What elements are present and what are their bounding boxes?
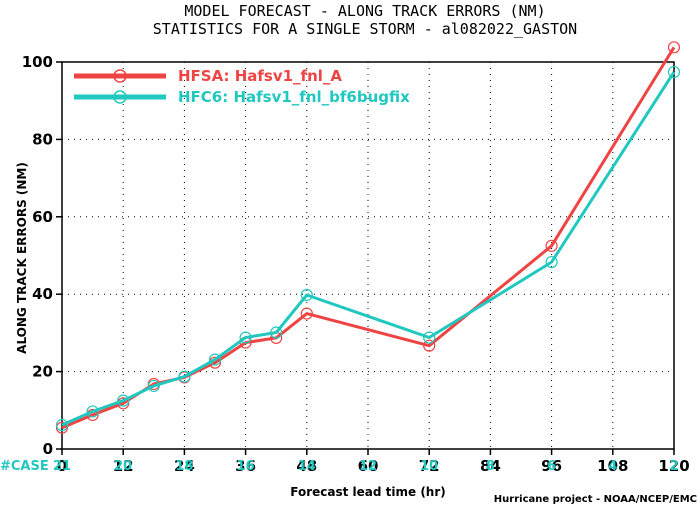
data-point	[423, 339, 436, 352]
data-point	[239, 331, 252, 344]
data-point	[667, 65, 681, 79]
case-count: 18	[175, 459, 193, 474]
x-axis-label: Forecast lead time (hr)	[290, 485, 446, 499]
y-tick-label: 80	[32, 130, 53, 148]
x-tick-label: 60	[358, 457, 379, 475]
x-tick-label: 24	[174, 457, 195, 475]
series-layer	[55, 41, 681, 434]
chart-subtitle: STATISTICS FOR A SINGLE STORM - al082022…	[153, 20, 577, 38]
y-axis-ticks: 0 20 40 60 80 100	[22, 53, 62, 458]
case-count: 20	[114, 459, 132, 474]
x-tick-label: 120	[658, 457, 689, 475]
chart-title: MODEL FORECAST - ALONG TRACK ERRORS (NM)	[184, 2, 545, 20]
data-point	[270, 326, 283, 339]
x-tick-label: 72	[419, 457, 440, 475]
y-axis-label: ALONG TRACK ERRORS (NM)	[15, 162, 29, 354]
legend-label: HFSA: Hafsv1_fnl_A	[178, 67, 342, 85]
case-count: 21	[53, 459, 71, 474]
x-axis-ticks: 0 12 24 36 48 60 72 84 96 108 120	[57, 449, 690, 475]
data-point	[545, 239, 558, 252]
y-tick-label: 20	[32, 363, 53, 381]
data-point	[545, 255, 558, 269]
y-tick-label: 60	[32, 208, 53, 226]
x-tick-label: 96	[541, 457, 562, 475]
case-counts-row: #CASE 21 20 18 16 14 12 10 8 6 4 2	[0, 459, 679, 474]
legend: HFSA: Hafsv1_fnl_A HFC6: Hafsv1_fnl_bf6bu…	[74, 67, 410, 106]
data-point	[86, 405, 99, 418]
data-point	[208, 353, 222, 366]
x-tick-label: 108	[597, 457, 628, 475]
case-label: #CASE	[0, 459, 49, 474]
data-point	[117, 394, 130, 407]
x-tick-label: 12	[113, 457, 134, 475]
credit-text: Hurricane project - NOAA/NCEP/EMC	[494, 494, 697, 505]
case-count: 6	[547, 459, 556, 474]
y-tick-label: 100	[22, 53, 53, 71]
case-count: 2	[669, 459, 678, 474]
legend-marker	[113, 90, 127, 104]
case-count: 8	[486, 459, 495, 474]
data-point	[55, 418, 69, 432]
x-tick-label: 84	[480, 457, 501, 475]
data-point	[55, 421, 69, 434]
case-count: 4	[608, 459, 617, 474]
data-point	[300, 307, 313, 320]
data-point	[300, 288, 313, 302]
x-tick-label: 0	[57, 457, 67, 475]
case-count: 16	[237, 459, 255, 474]
case-count: 14	[298, 459, 316, 474]
data-point	[178, 370, 191, 383]
y-tick-label: 40	[32, 285, 53, 303]
case-count: 12	[359, 459, 377, 474]
case-count: 10	[420, 459, 438, 474]
legend-label: HFC6: Hafsv1_fnl_bf6bugfix	[178, 88, 410, 106]
gridlines	[62, 62, 674, 449]
x-tick-label: 48	[296, 457, 317, 475]
data-point	[147, 379, 160, 393]
data-point	[667, 41, 681, 54]
data-point	[423, 331, 436, 344]
x-tick-label: 36	[235, 457, 256, 475]
legend-marker	[113, 69, 127, 83]
y-tick-label: 0	[43, 440, 53, 458]
